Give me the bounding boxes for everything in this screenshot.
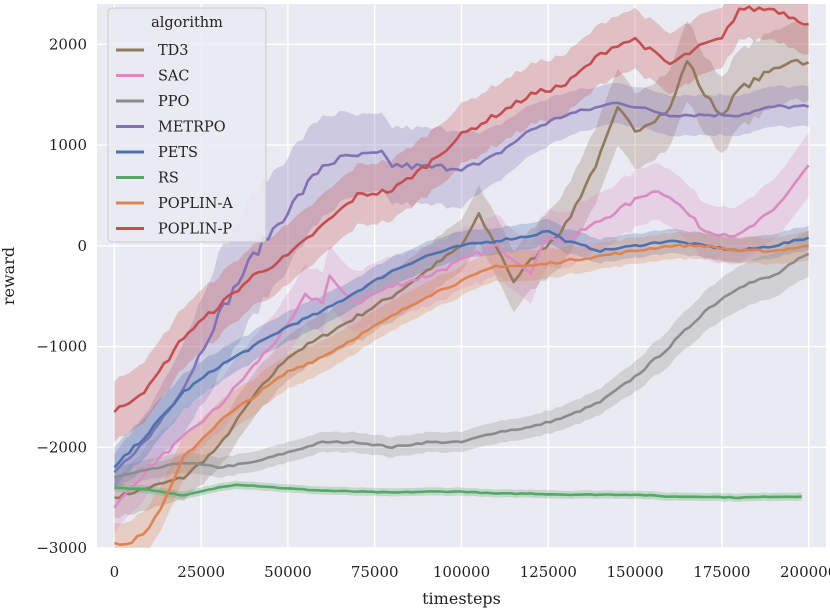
legend-item-pets: PETS xyxy=(116,145,198,161)
legend-label: POPLIN-P xyxy=(158,222,232,238)
y-tick-label: 0 xyxy=(77,237,87,255)
x-axis-label: timesteps xyxy=(422,589,501,608)
x-tick-label: 25000 xyxy=(177,563,225,581)
x-tick-label: 100000 xyxy=(433,563,490,581)
y-tick-label: 1000 xyxy=(49,136,87,154)
series-lines xyxy=(113,5,810,547)
legend-label: RS xyxy=(158,171,179,187)
legend-label: METRPO xyxy=(158,120,226,136)
y-tick-label: −3000 xyxy=(36,539,87,557)
legend-items: TD3 SAC PPO METRPO PETS RS POPLIN-A POPLIN-P xyxy=(116,43,233,238)
legend-item-td3: TD3 xyxy=(116,43,189,59)
legend-item-poplin-p: POPLIN-P xyxy=(116,222,232,238)
x-tick-label: 175000 xyxy=(693,563,750,581)
legend-label: PPO xyxy=(158,94,190,110)
legend-label: POPLIN-A xyxy=(158,196,233,212)
legend-box xyxy=(107,7,267,243)
line-poplin-a xyxy=(114,243,809,547)
legend-item-sac: SAC xyxy=(116,69,190,85)
line-ppo xyxy=(114,252,810,479)
x-tick-label: 150000 xyxy=(606,563,663,581)
band-pets xyxy=(114,219,809,488)
legend-label: SAC xyxy=(158,69,190,85)
x-tick-label: 50000 xyxy=(264,563,312,581)
x-tick-label: 0 xyxy=(110,563,120,581)
line-metrpo xyxy=(113,101,809,474)
legend-item-metrpo: METRPO xyxy=(116,120,226,136)
band-metrpo xyxy=(114,82,809,491)
band-poplin-a xyxy=(114,230,809,548)
line-pets xyxy=(113,229,810,469)
band-td3 xyxy=(114,21,809,519)
legend-item-rs: RS xyxy=(116,171,179,187)
y-tick-label: 2000 xyxy=(49,35,87,53)
legend-label: PETS xyxy=(158,145,198,161)
line-poplin-p xyxy=(113,5,809,413)
line-sac xyxy=(113,164,810,509)
y-tick-label: −2000 xyxy=(36,438,87,456)
y-tick-labels: −3000 −2000 −1000 0 1000 2000 xyxy=(36,35,87,557)
line-rs xyxy=(114,483,802,500)
x-tick-label: 75000 xyxy=(351,563,399,581)
x-tick-label: 125000 xyxy=(520,563,577,581)
legend: algorithm TD3 SAC PPO METRPO PETS RS POPLIN-A P… xyxy=(107,7,267,243)
line-td3 xyxy=(114,58,810,500)
y-tick-label: −1000 xyxy=(36,338,87,356)
grid xyxy=(97,4,826,549)
legend-item-ppo: PPO xyxy=(116,94,190,110)
x-tick-labels: 0 25000 50000 75000 100000 125000 150000 175000… xyxy=(110,563,830,581)
legend-label: TD3 xyxy=(158,43,189,59)
x-tick-label: 200000 xyxy=(780,563,830,581)
y-axis-label: reward xyxy=(0,247,18,305)
legend-title: algorithm xyxy=(151,15,223,31)
legend-item-poplin-a: POPLIN-A xyxy=(116,196,233,212)
